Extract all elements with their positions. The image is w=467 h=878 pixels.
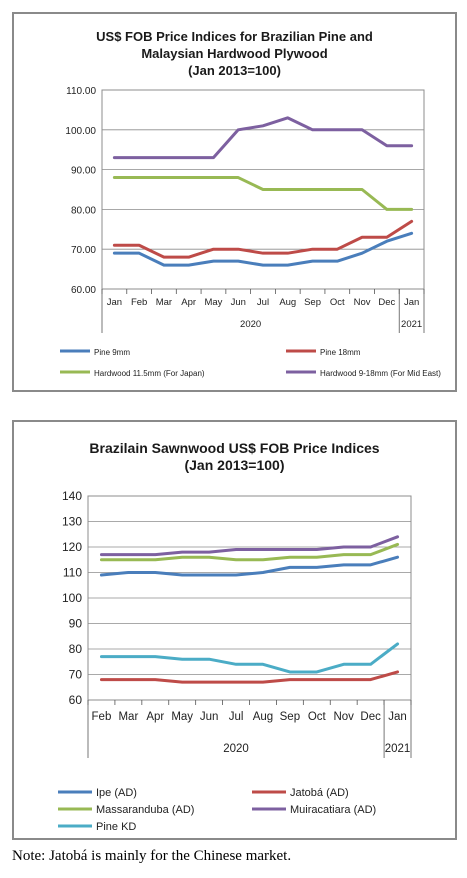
plywood-legend-label: Pine 9mm	[94, 348, 130, 357]
sawnwood-y-tick-label: 70	[69, 668, 83, 682]
sawnwood-x-tick-label: Sep	[280, 711, 300, 723]
plywood-title-line-2: Malaysian Hardwood Plywood	[141, 46, 328, 61]
plywood-legend-label: Hardwood 9-18mm (For Mid East)	[320, 369, 441, 378]
plywood-chart-title: US$ FOB Price Indices for Brazilian Pine…	[14, 28, 455, 79]
plywood-x-tick-label: Jun	[231, 297, 246, 308]
plywood-x-tick-label: Mar	[156, 297, 172, 308]
plywood-x-tick-label: May	[204, 297, 222, 308]
plywood-y-tick-label: 60.00	[71, 285, 96, 296]
sawnwood-x-tick-label: Mar	[118, 711, 138, 723]
sawnwood-x-tick-label: Feb	[92, 711, 112, 723]
sawnwood-series-line-3	[99, 542, 400, 562]
plywood-series-line-4	[112, 116, 414, 160]
sawnwood-chart-title: Brazilain Sawnwood US$ FOB Price Indices…	[14, 440, 455, 474]
sawnwood-x-tick-label: Apr	[146, 711, 164, 723]
sawnwood-x-tick-label: Jan	[388, 711, 407, 723]
plywood-year-label: 2021	[401, 319, 422, 330]
plywood-series-line-3	[112, 176, 414, 211]
plywood-y-tick-label: 80.00	[71, 205, 96, 216]
plywood-year-label: 2020	[240, 319, 261, 330]
sawnwood-chart-svg: 60 70 80 90 100 110 120 130 140 Feb Mar Apr May Jun Ju…	[58, 489, 412, 833]
sawnwood-y-tick-label: 90	[69, 617, 83, 631]
sawnwood-x-tick-label: Aug	[253, 711, 273, 723]
plywood-y-tick-label: 100.00	[65, 126, 96, 137]
sawnwood-y-tick-label: 100	[62, 591, 82, 605]
sawnwood-legend-label: Muiracatiara (AD)	[290, 804, 376, 816]
plywood-chart-panel: US$ FOB Price Indices for Brazilian Pine…	[12, 12, 457, 392]
plywood-legend-label: Pine 18mm	[320, 348, 361, 357]
sawnwood-x-tick-label: Dec	[360, 711, 381, 723]
sawnwood-x-tick-label: May	[171, 711, 193, 723]
sawnwood-legend-label: Massaranduba (AD)	[96, 804, 194, 816]
sawnwood-x-tick-label: Oct	[308, 711, 327, 723]
sawnwood-legend-label: Ipe (AD)	[96, 787, 137, 799]
plywood-chart-svg: 60.00 70.00 80.00 90.00 100.00 110.00 Jan Feb Ma…	[60, 86, 441, 378]
plywood-x-tick-label: Nov	[354, 297, 371, 308]
plywood-title-line-3: (Jan 2013=100)	[188, 63, 281, 78]
sawnwood-series-line-2	[99, 670, 400, 684]
plywood-x-tick-label: Feb	[131, 297, 147, 308]
plywood-title-line-1: US$ FOB Price Indices for Brazilian Pine…	[96, 29, 373, 44]
sawnwood-y-tick-label: 140	[62, 489, 82, 503]
plywood-x-tick-label: Aug	[279, 297, 296, 308]
sawnwood-series-line-1	[99, 555, 400, 577]
plywood-x-tick-label: Sep	[304, 297, 321, 308]
plywood-y-tick-label: 110.00	[66, 86, 96, 97]
footnote: Note: Jatobá is mainly for the Chinese m…	[12, 848, 292, 864]
plywood-y-tick-label: 90.00	[71, 166, 96, 177]
sawnwood-y-tick-label: 80	[69, 642, 83, 656]
plywood-y-tick-label: 70.00	[71, 245, 96, 256]
sawnwood-y-tick-label: 110	[63, 566, 82, 580]
plywood-x-tick-label: Jul	[257, 297, 269, 308]
plywood-x-tick-label: Jan	[107, 297, 122, 308]
sawnwood-x-tick-label: Nov	[333, 711, 354, 723]
plywood-x-tick-label: Dec	[378, 297, 395, 308]
sawnwood-x-tick-label: Jul	[229, 711, 244, 723]
plywood-series-line-2	[112, 219, 414, 259]
sawnwood-series-line-4	[99, 535, 400, 557]
sawnwood-chart-panel: Brazilain Sawnwood US$ FOB Price Indices…	[12, 420, 457, 840]
sawnwood-y-tick-label: 120	[62, 540, 82, 554]
sawnwood-y-tick-label: 130	[62, 515, 82, 529]
sawnwood-y-tick-label: 60	[69, 693, 83, 707]
sawnwood-series-line-5	[99, 642, 400, 674]
plywood-series-line-1	[112, 231, 414, 267]
sawnwood-title-line-2: (Jan 2013=100)	[184, 457, 285, 473]
sawnwood-legend-label: Jatobá (AD)	[290, 787, 349, 799]
sawnwood-year-label: 2021	[385, 743, 411, 755]
sawnwood-year-label: 2020	[223, 743, 249, 755]
plywood-x-tick-label: Jan	[404, 297, 419, 308]
sawnwood-legend-label: Pine KD	[96, 821, 136, 833]
plywood-x-tick-label: Apr	[181, 297, 196, 308]
plywood-x-tick-label: Oct	[330, 297, 345, 308]
plywood-legend-label: Hardwood 11.5mm (For Japan)	[94, 369, 205, 378]
sawnwood-x-tick-label: Jun	[200, 711, 219, 723]
sawnwood-title-line-1: Brazilain Sawnwood US$ FOB Price Indices	[89, 440, 380, 456]
